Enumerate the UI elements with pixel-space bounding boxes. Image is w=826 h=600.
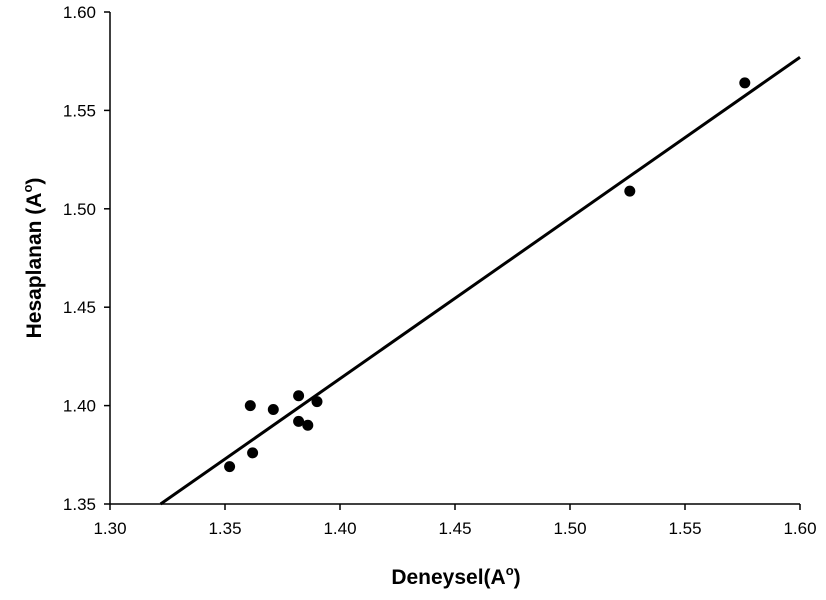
data-point [267, 404, 279, 416]
data-point [293, 390, 305, 402]
x-axis-ticks: 1.30 1.35 1.40 1.45 1.50 1.55 1.60 [93, 504, 817, 538]
x-axis-title-sup: o [506, 563, 514, 578]
data-point [247, 447, 259, 459]
axes [109, 12, 800, 505]
y-axis-title-close: ) [23, 178, 46, 185]
data-points [224, 77, 751, 473]
x-tick-label: 1.40 [323, 519, 356, 538]
x-axis-title-close: ) [514, 566, 521, 589]
x-axis-title-text: Deneysel(A [391, 566, 505, 589]
y-tick-label: 1.55 [63, 101, 96, 120]
y-axis-title-sup: o [20, 185, 35, 193]
x-axis-title: Deneysel(Ao) [391, 563, 520, 589]
y-tick-label: 1.45 [63, 298, 96, 317]
y-tick-label: 1.40 [63, 397, 96, 416]
y-tick-label: 1.60 [63, 3, 96, 22]
x-tick-label: 1.30 [93, 519, 126, 538]
trendline [159, 56, 801, 506]
y-axis-ticks: 1.35 1.40 1.45 1.50 1.55 1.60 [63, 3, 110, 514]
x-tick-label: 1.55 [668, 519, 701, 538]
data-point [302, 419, 314, 431]
data-point [224, 461, 236, 473]
data-point [311, 396, 323, 408]
x-tick-label: 1.60 [783, 519, 816, 538]
x-tick-label: 1.50 [553, 519, 586, 538]
y-axis-title-text: Hesaplanan (A [23, 193, 46, 339]
data-point [624, 185, 636, 197]
data-point [244, 400, 256, 412]
y-tick-label: 1.50 [63, 200, 96, 219]
x-tick-label: 1.35 [208, 519, 241, 538]
y-axis-title: Hesaplanan (Ao) [20, 178, 46, 339]
y-tick-label: 1.35 [63, 495, 96, 514]
x-tick-label: 1.45 [438, 519, 471, 538]
trendline-group [159, 56, 801, 506]
data-point [739, 77, 751, 89]
data-point [293, 415, 305, 427]
